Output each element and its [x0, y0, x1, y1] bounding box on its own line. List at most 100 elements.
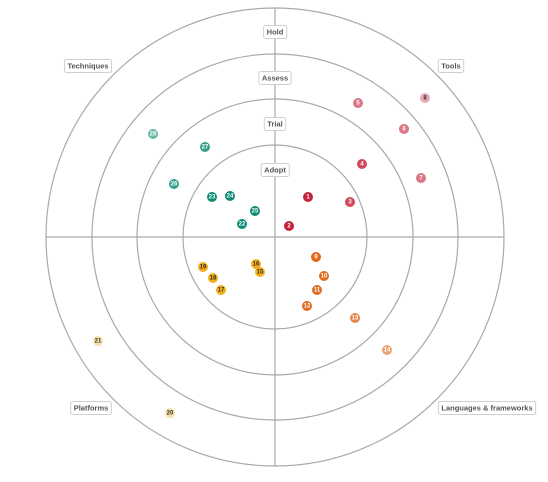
blip-marker[interactable] [311, 252, 321, 262]
blip-number: 27 [202, 144, 209, 150]
blip-27[interactable]: 27 [200, 142, 210, 152]
blip-24[interactable]: 24 [225, 191, 235, 201]
blip-number: 11 [314, 287, 321, 293]
quadrant-label-techniques: Techniques [63, 59, 113, 73]
blip-marker[interactable] [302, 301, 312, 311]
blip-marker[interactable] [237, 219, 247, 229]
quadrant-label-languages-and-frameworks-box [437, 401, 537, 415]
blip-number: 12 [304, 303, 311, 309]
blip-26[interactable]: 26 [169, 179, 179, 189]
blip-1[interactable]: 1 [303, 192, 313, 202]
blip-marker[interactable] [350, 313, 360, 323]
quadrant-label-tools-text: Tools [441, 62, 460, 71]
blip-number: 24 [227, 193, 234, 199]
quadrant-labels: Tools Languages & frameworks Platforms Tech… [63, 59, 537, 415]
blip-marker[interactable] [93, 336, 103, 346]
blip-marker[interactable] [165, 408, 175, 418]
blip-marker[interactable] [416, 173, 426, 183]
blip-16[interactable]: 16 [251, 259, 261, 269]
blip-marker[interactable] [216, 285, 226, 295]
blip-marker[interactable] [312, 285, 322, 295]
blip-number: 9 [314, 254, 318, 260]
blip-13[interactable]: 13 [350, 313, 360, 323]
quadrant-label-platforms: Platforms [70, 401, 112, 415]
blip-number: 22 [239, 221, 246, 227]
blip-number: 16 [253, 261, 260, 267]
blip-23[interactable]: 23 [207, 192, 217, 202]
blip-25[interactable]: 25 [250, 206, 260, 216]
ring-label-adopt: Adopt [260, 163, 290, 177]
blip-22[interactable]: 22 [237, 219, 247, 229]
quadrant-label-techniques-box [63, 59, 113, 73]
blip-18[interactable]: 18 [208, 273, 218, 283]
blip-number: 6 [402, 126, 406, 132]
blip-marker[interactable] [225, 191, 235, 201]
blip-8[interactable]: 8 [420, 93, 430, 103]
blip-number: 15 [257, 269, 264, 275]
blip-marker[interactable] [251, 259, 261, 269]
blip-marker[interactable] [420, 93, 430, 103]
ring-label-hold: Hold [263, 25, 288, 39]
blip-marker[interactable] [357, 159, 367, 169]
blip-12[interactable]: 12 [302, 301, 312, 311]
blip-10[interactable]: 10 [319, 271, 329, 281]
blip-number: 23 [209, 194, 216, 200]
ring-label-adopt-text: Adopt [264, 166, 286, 175]
ring-label-hold-text: Hold [267, 28, 284, 37]
blip-15[interactable]: 15 [255, 267, 265, 277]
blip-number: 2 [287, 223, 291, 229]
blip-5[interactable]: 5 [353, 98, 363, 108]
blip-3[interactable]: 3 [345, 197, 355, 207]
blip-number: 10 [321, 273, 328, 279]
blip-4[interactable]: 4 [357, 159, 367, 169]
blip-20[interactable]: 20 [165, 408, 175, 418]
blip-marker[interactable] [169, 179, 179, 189]
blip-marker[interactable] [255, 267, 265, 277]
ring-label-assess-box [258, 71, 292, 85]
blip-number: 14 [384, 347, 391, 353]
blip-2[interactable]: 2 [284, 221, 294, 231]
blip-marker[interactable] [250, 206, 260, 216]
blip-marker[interactable] [207, 192, 217, 202]
blip-6[interactable]: 6 [399, 124, 409, 134]
blip-14[interactable]: 14 [382, 345, 392, 355]
quadrant-label-languages-and-frameworks-text: Languages & frameworks [441, 404, 532, 413]
blip-marker[interactable] [345, 197, 355, 207]
blip-17[interactable]: 17 [216, 285, 226, 295]
blip-marker[interactable] [198, 262, 208, 272]
blip-number: 28 [150, 131, 157, 137]
blip-marker[interactable] [284, 221, 294, 231]
quadrant-label-languages-and-frameworks: Languages & frameworks [437, 401, 537, 415]
blip-number: 21 [95, 338, 102, 344]
blip-19[interactable]: 19 [198, 262, 208, 272]
blip-number: 17 [218, 287, 225, 293]
ring-labels: Adopt Trial Assess Hold [258, 25, 292, 177]
blip-marker[interactable] [319, 271, 329, 281]
ring-label-assess-text: Assess [262, 74, 288, 83]
blip-marker[interactable] [353, 98, 363, 108]
ring-label-trial-box [263, 117, 287, 131]
blip-9[interactable]: 9 [311, 252, 321, 262]
blip-number: 19 [200, 264, 207, 270]
blip-marker[interactable] [200, 142, 210, 152]
quadrant-label-platforms-text: Platforms [74, 404, 109, 413]
blip-number: 13 [352, 315, 359, 321]
blip-number: 5 [356, 100, 360, 106]
blip-marker[interactable] [148, 129, 158, 139]
blip-marker[interactable] [382, 345, 392, 355]
blip-28[interactable]: 28 [148, 129, 158, 139]
quadrant-label-tools: Tools [437, 59, 465, 73]
blip-11[interactable]: 11 [312, 285, 322, 295]
blip-number: 7 [419, 175, 423, 181]
ring-label-trial-text: Trial [267, 120, 282, 129]
blip-marker[interactable] [303, 192, 313, 202]
quadrant-label-techniques-text: Techniques [67, 62, 108, 71]
blip-7[interactable]: 7 [416, 173, 426, 183]
blip-marker[interactable] [399, 124, 409, 134]
blip-number: 25 [252, 208, 259, 214]
blip-number: 18 [210, 275, 217, 281]
blip-marker[interactable] [208, 273, 218, 283]
blip-21[interactable]: 21 [93, 336, 103, 346]
